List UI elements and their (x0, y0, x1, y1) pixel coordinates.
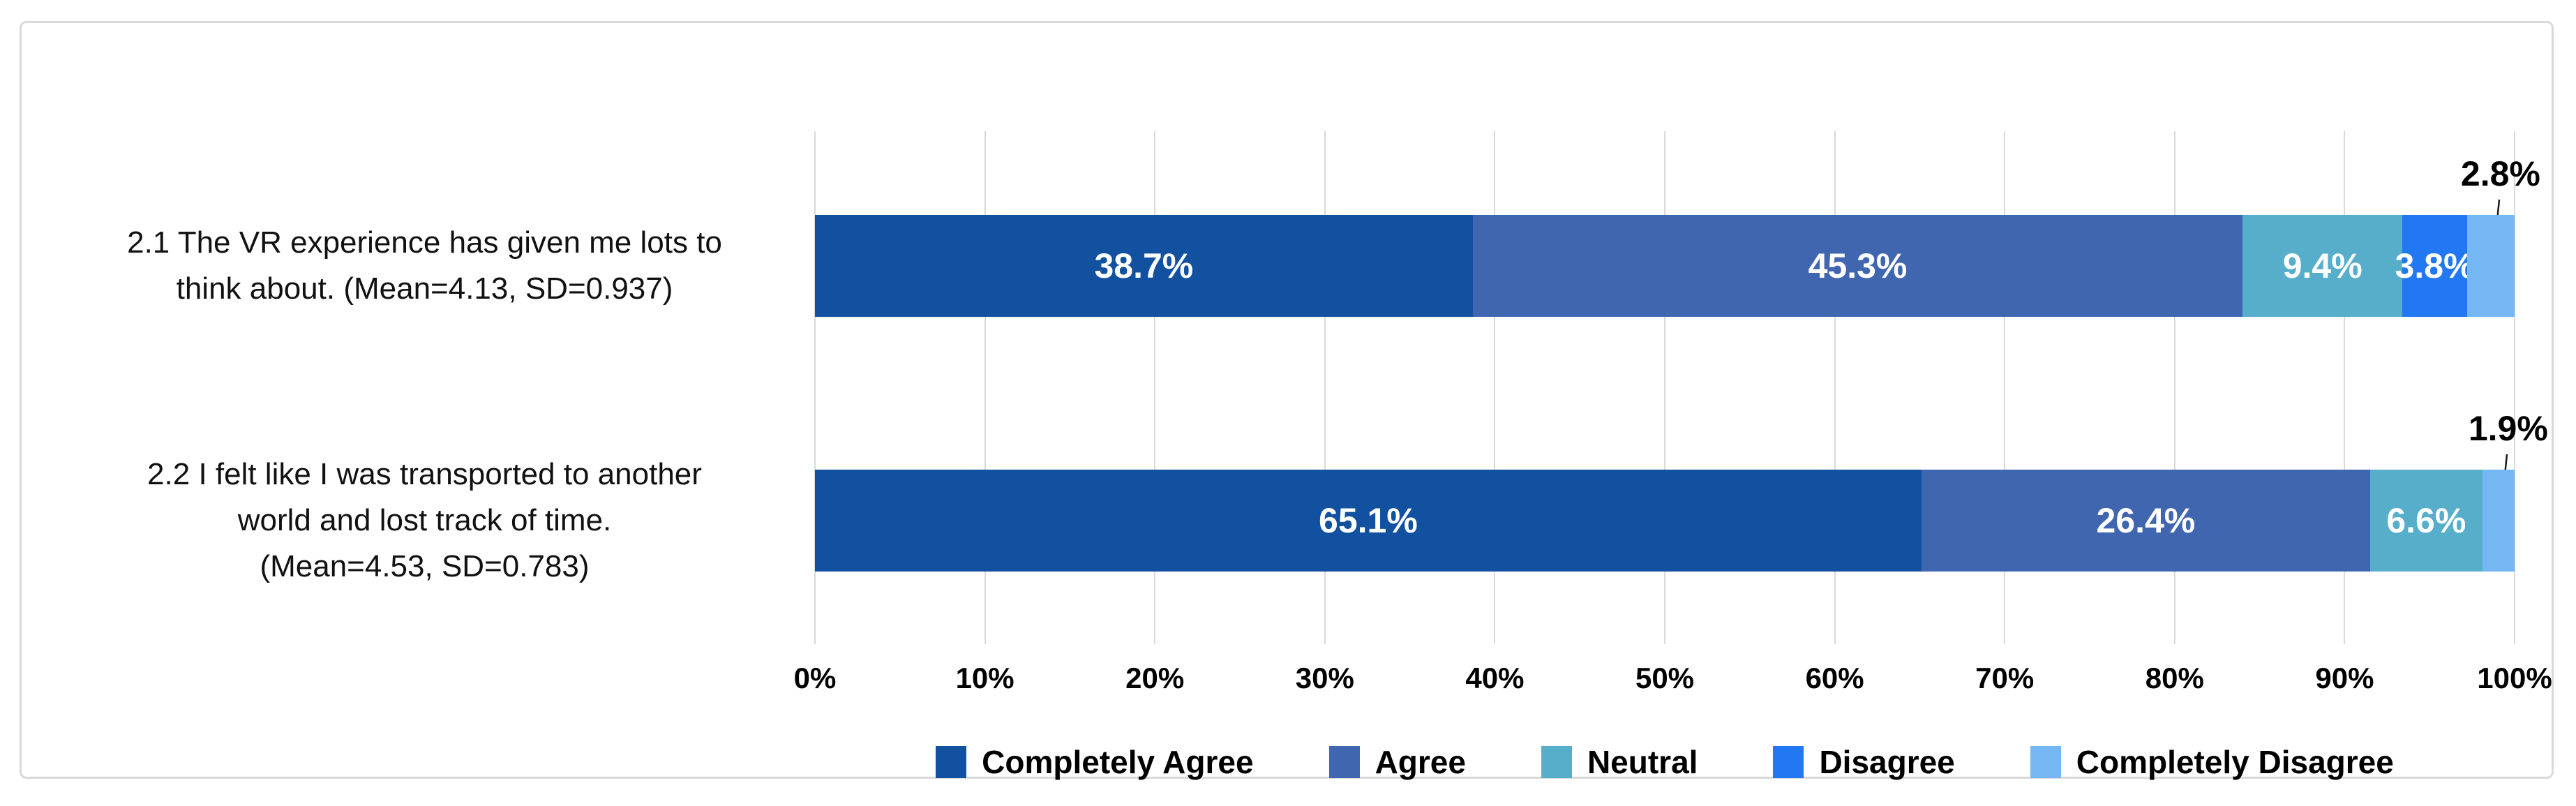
legend: Completely Agree Agree Neutral Disagree Comp… (789, 743, 2540, 781)
gridline (1324, 131, 1326, 644)
gridline (2173, 131, 2176, 644)
x-tick-label: 50% (1635, 662, 1695, 694)
legend-label: Completely Agree (982, 744, 1254, 780)
gridline (2344, 131, 2346, 644)
bar-segment: 38.7% (815, 215, 1473, 317)
x-tick-label: 30% (1295, 662, 1354, 694)
gridline (1834, 131, 1836, 644)
category-label: 2.1 The VR experience has given me lots … (50, 220, 800, 312)
legend-item: Completely Agree (936, 743, 1254, 781)
legend-item: Disagree (1773, 743, 1955, 781)
bar-segment: 6.6% (2369, 470, 2483, 572)
gridline (2004, 131, 2006, 644)
legend-swatch-icon (1773, 746, 1804, 778)
category-label-line: think about. (Mean=4.13, SD=0.937) (176, 271, 673, 306)
bar-segment-label: 45.3% (1808, 246, 1908, 285)
bar-segment-label: 38.7% (1094, 246, 1194, 285)
bar-segment-label: 26.4% (2096, 501, 2196, 540)
legend-item: Completely Disagree (2030, 743, 2394, 781)
category-label: 2.2 I felt like I was transported to ano… (50, 451, 800, 590)
legend-item: Agree (1328, 743, 1466, 781)
x-tick-label: 0% (793, 662, 837, 694)
bar-segment: 9.4% (2242, 215, 2403, 317)
bar-segment-label: 9.4% (2282, 246, 2362, 285)
bar-row: 65.1% 26.4% 6.6% (815, 470, 2515, 572)
x-tick-label: 60% (1805, 662, 1864, 694)
gridline (2514, 131, 2515, 644)
bar-segment-label: 6.6% (2386, 501, 2466, 540)
legend-swatch-icon (1328, 746, 1360, 778)
legend-item: Neutral (1541, 743, 1698, 781)
category-label-line: world and lost track of time. (237, 503, 612, 537)
legend-label: Disagree (1819, 744, 1955, 780)
x-tick-label: 40% (1465, 662, 1525, 694)
legend-label: Neutral (1587, 744, 1698, 780)
legend-label: Agree (1375, 744, 1466, 780)
gridline (1664, 131, 1665, 644)
legend-swatch-icon (1541, 746, 1572, 778)
bar-segment: 45.3% (1472, 215, 2243, 317)
x-tick-label: 10% (955, 662, 1014, 694)
x-tick-label: 20% (1125, 662, 1185, 694)
outside-value-label: 2.8% (2460, 154, 2540, 193)
bar-segment: 65.1% (815, 470, 1922, 572)
x-axis: 0% 10% 20% 30% 40% 50% 60% 70% 80% 90% 100% (794, 662, 2552, 703)
bar-segment (2466, 215, 2515, 317)
category-label-line: (Mean=4.53, SD=0.783) (260, 549, 590, 583)
gridline (1154, 131, 1156, 644)
gridline (1494, 131, 1496, 644)
bar-segment-label: 3.8% (2395, 246, 2475, 285)
gridline (984, 131, 986, 644)
x-tick-label: 90% (2315, 662, 2374, 694)
bar-row: 38.7% 45.3% 9.4% 3.8% (815, 215, 2515, 317)
x-tick-label: 80% (2145, 662, 2204, 694)
legend-swatch-icon (2030, 746, 2061, 778)
category-label-line: 2.1 The VR experience has given me lots … (127, 225, 722, 260)
bar-segment (2482, 470, 2515, 572)
bar-segment: 3.8% (2395, 215, 2474, 317)
legend-label: Completely Disagree (2076, 744, 2394, 780)
chart-card: 2.8% 38.7% 45.3% 9.4% 3.8% 1.9% 65.1% 26.4% 6.6%… (20, 21, 2554, 781)
x-tick-label: 70% (1975, 662, 2035, 694)
plot-area: 2.8% 38.7% 45.3% 9.4% 3.8% 1.9% 65.1% 26.4% 6.6% (814, 131, 2548, 644)
gridline (814, 131, 816, 644)
x-tick-label: 100% (2477, 662, 2552, 694)
bar-segment: 26.4% (1921, 470, 2370, 572)
outside-value-label: 1.9% (2468, 409, 2548, 448)
category-label-line: 2.2 I felt like I was transported to ano… (147, 457, 702, 491)
bar-segment-label: 65.1% (1319, 501, 1418, 540)
legend-swatch-icon (936, 746, 967, 778)
